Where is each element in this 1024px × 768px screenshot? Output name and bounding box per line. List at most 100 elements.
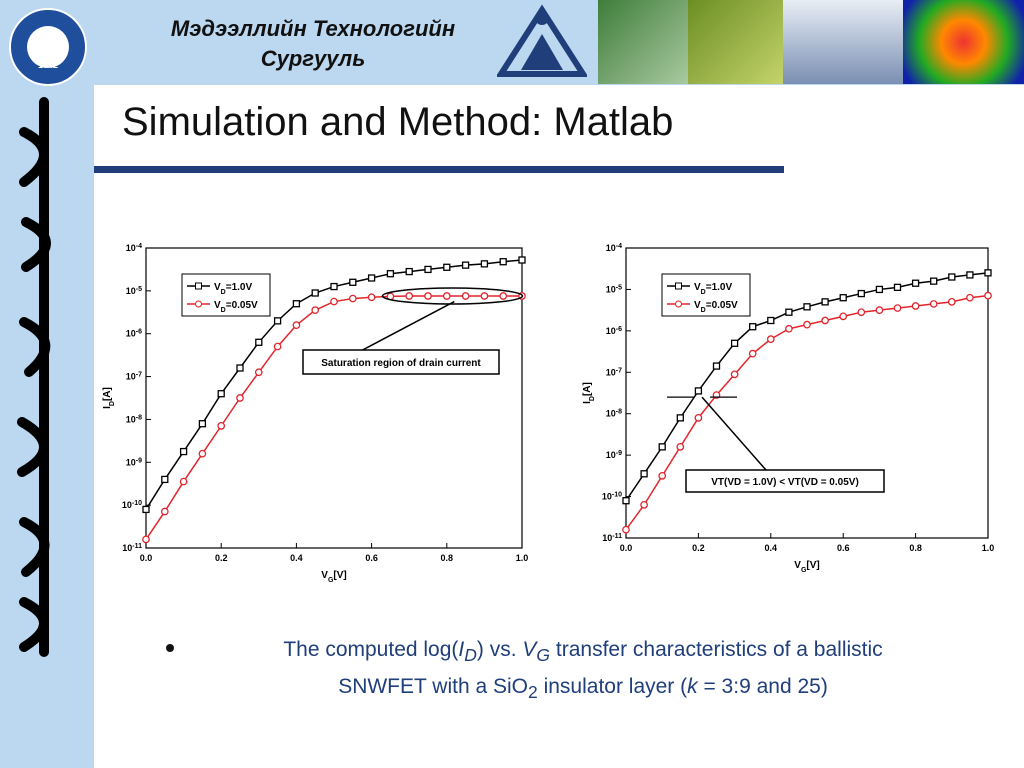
y-tick-label: 10-7 [606, 367, 622, 378]
data-point [911, 279, 920, 287]
slide-title: Simulation and Method: Matlab [122, 100, 674, 144]
data-point [857, 308, 866, 317]
legend-label: VD=1.0V [694, 282, 732, 296]
caption-text: SNWFET with a SiO [338, 675, 528, 699]
data-point [712, 362, 721, 370]
software-screens-photo [783, 0, 903, 84]
x-tick-label: 0.0 [140, 553, 153, 563]
data-point [948, 273, 956, 281]
data-point [893, 283, 902, 292]
y-tick-label: 10-6 [606, 325, 622, 336]
annotation-text: Saturation region of drain current [321, 358, 481, 369]
y-tick-label: 10-4 [126, 243, 142, 254]
caption-text: insulator layer ( [537, 675, 688, 699]
caption-line2: SNWFET with a SiO2 insulator layer (k = … [168, 671, 998, 708]
header-photo-strip [598, 0, 1024, 84]
y-tick-label: 10-11 [122, 543, 142, 554]
data-point [821, 298, 829, 306]
x-tick-label: 0.6 [365, 553, 378, 563]
data-point [198, 420, 207, 428]
data-point [748, 349, 757, 358]
annotation-arrow [701, 396, 767, 471]
x-tick-label: 0.0 [620, 543, 633, 553]
school-name: Мэдээллийн Технологийн Сургууль [128, 14, 498, 74]
y-tick-label: 10-9 [606, 450, 622, 461]
y-tick-label: 10-5 [126, 285, 142, 296]
pcb-photo [688, 0, 783, 84]
data-point [367, 274, 376, 282]
caption-sio2-sub: 2 [528, 682, 538, 703]
data-point [217, 422, 226, 430]
y-tick-label: 10-8 [126, 414, 142, 425]
data-point [875, 306, 884, 314]
x-tick-label: 0.8 [909, 543, 922, 553]
caption-vg: V [522, 638, 537, 661]
university-logo: 1942 [9, 8, 87, 86]
data-point [984, 291, 992, 300]
data-point [984, 269, 992, 277]
data-point [911, 302, 920, 310]
charts-area: 0.0 0.2 0.4 0.6 0.8 1.0 10-4 10-5 10-6 10-7 10-8 10… [102, 243, 994, 584]
data-point [236, 364, 244, 372]
data-point [292, 321, 301, 329]
caption-vg-sub: G [536, 645, 551, 666]
data-point [367, 293, 376, 302]
data-point [443, 263, 451, 271]
data-point [292, 300, 301, 308]
data-point [875, 285, 884, 294]
data-point [658, 472, 667, 480]
data-point [785, 308, 793, 316]
y-tick-label: 10-10 [122, 500, 142, 511]
data-point [966, 271, 974, 279]
data-point [803, 303, 811, 311]
data-point [424, 292, 432, 300]
y-tick-label: 10-4 [606, 243, 622, 254]
data-point [255, 338, 263, 346]
data-point [893, 304, 902, 312]
legend-box [181, 273, 271, 317]
y-tick-label: 10-7 [126, 371, 142, 382]
data-point [273, 317, 282, 325]
chart-2: 0.0 0.2 0.4 0.6 0.8 1.0 10-4 10-5 10-6 10-7 10-8 10… [582, 243, 994, 574]
legend-label: VD=0.05V [694, 300, 738, 314]
data-point [821, 316, 829, 325]
data-point [730, 339, 739, 347]
data-point [767, 316, 775, 325]
data-point [480, 292, 489, 300]
school-emblem-icon [497, 4, 587, 77]
data-point [330, 297, 338, 306]
y-axis-label: ID[A] [582, 382, 596, 404]
data-point [311, 289, 319, 297]
x-tick-label: 0.2 [215, 553, 228, 563]
y-tick-label: 10-10 [602, 491, 622, 502]
data-point [198, 449, 207, 458]
data-point [930, 277, 938, 285]
annotation-box [302, 349, 500, 375]
logo-building-icon [27, 26, 69, 68]
data-point [622, 525, 630, 534]
data-point [217, 390, 225, 398]
data-point [348, 294, 357, 303]
caption-text: transfer characteristics of a ballistic [550, 638, 883, 661]
data-point [179, 477, 188, 486]
data-point [386, 270, 395, 278]
data-point [480, 260, 489, 268]
chart-1: 0.0 0.2 0.4 0.6 0.8 1.0 10-4 10-5 10-6 10-7 10-8 10… [102, 243, 528, 584]
x-tick-label: 0.8 [441, 553, 454, 563]
data-point [424, 265, 432, 274]
x-axis-label: VG[V] [321, 570, 346, 584]
data-point [730, 370, 739, 379]
caption-text: The computed log( [283, 638, 459, 661]
bullet-point [166, 644, 174, 652]
y-axis-label: ID[A] [102, 387, 116, 409]
school-name-line2: Сургууль [260, 46, 366, 71]
data-point [499, 292, 508, 300]
figure-caption: The computed log(ID) vs. VG transfer cha… [168, 634, 998, 708]
data-point [518, 256, 526, 264]
data-point [676, 443, 685, 451]
data-point [273, 342, 282, 351]
annotation-box [685, 469, 885, 493]
y-tick-label: 10-11 [602, 533, 622, 544]
data-point [803, 320, 811, 329]
data-point [330, 282, 338, 291]
